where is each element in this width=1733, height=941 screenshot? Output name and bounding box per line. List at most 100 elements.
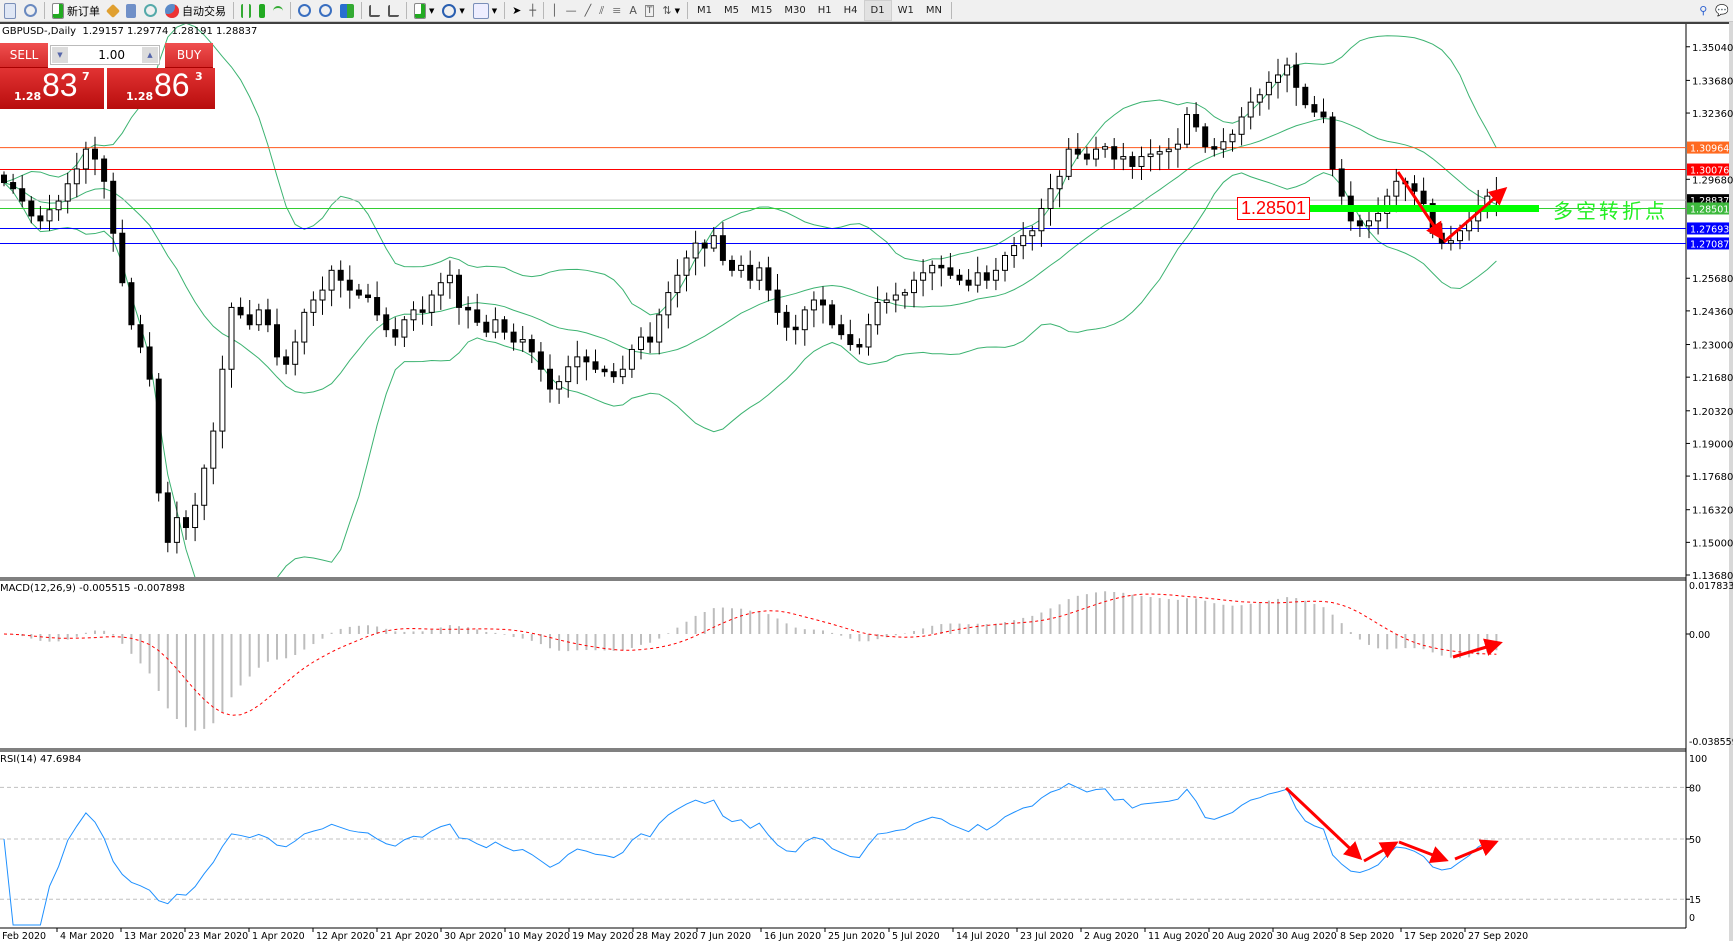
timeframe-mn[interactable]: MN	[925, 5, 942, 16]
candle	[947, 253, 954, 279]
timeframe-h1[interactable]: H1	[817, 5, 832, 16]
bear-candle-body	[28, 200, 35, 217]
horizontal-line-button[interactable]: —	[562, 1, 581, 20]
candle	[920, 259, 927, 297]
bear-candle-body	[37, 215, 44, 222]
trendline-button[interactable]: ╱	[581, 1, 596, 20]
bull-candle-body	[328, 269, 335, 291]
lot-increase-button[interactable]: ▲	[142, 47, 158, 63]
fibonacci-button[interactable]: ≡	[608, 1, 625, 20]
down-arrow-rsi-2[interactable]	[1398, 840, 1449, 864]
text-button[interactable]: A	[625, 1, 641, 20]
bear-candle-body	[610, 371, 617, 378]
lot-decrease-button[interactable]: ▼	[52, 47, 68, 63]
bull-candle-body	[638, 336, 644, 350]
buy-button[interactable]: BUY	[165, 43, 213, 68]
crosshair-button[interactable]: ┼	[525, 1, 540, 20]
candle	[765, 256, 772, 302]
candle	[1447, 225, 1454, 251]
bear-candle-body	[274, 324, 280, 358]
bar-chart-icon	[241, 3, 251, 18]
price-level-tag-label: 1.27087	[1690, 239, 1729, 250]
auto-scroll-button[interactable]	[365, 1, 384, 20]
timeframe-m1[interactable]: M1	[697, 5, 713, 16]
bull-candle-body	[1138, 156, 1145, 167]
bull-candle-body	[1156, 151, 1163, 155]
community-button[interactable]: 💬	[1711, 1, 1733, 20]
price-tick-label: 1.15000	[1692, 538, 1733, 549]
cursor-button[interactable]: ➤	[508, 1, 525, 20]
bull-candle-body	[1147, 153, 1154, 158]
line-chart-button[interactable]	[269, 1, 287, 20]
bull-candle-body	[1284, 64, 1291, 76]
timeframe-m5[interactable]: M5	[724, 5, 740, 16]
chart-list-button[interactable]	[0, 1, 20, 20]
bear-candle-body	[537, 351, 544, 370]
macd-axis-label: 0.00	[1689, 630, 1710, 641]
down-arrow-price[interactable]	[1396, 171, 1444, 241]
zoom-window-button[interactable]	[20, 1, 41, 20]
lot-size-value: 1.00	[98, 48, 125, 62]
timeframe-h4[interactable]: H4	[843, 5, 858, 16]
bear-candle-body	[783, 311, 790, 328]
timeframe-m30[interactable]: M30	[784, 5, 806, 16]
lot-size-input[interactable]: ▼ 1.00 ▲	[50, 45, 160, 65]
bull-candle-body	[228, 306, 235, 370]
arrows-button[interactable]: ⇅ ▼	[658, 1, 684, 20]
down-arrow-rsi[interactable]	[1284, 786, 1363, 861]
new-order-button[interactable]: 新订单	[48, 1, 104, 20]
sell-price-box[interactable]: 1.28 83 7	[0, 67, 104, 109]
text-label-button[interactable]: T	[641, 1, 659, 20]
zoom-in-icon	[298, 4, 311, 17]
bear-candle-body	[237, 306, 244, 316]
bull-candle-body	[738, 264, 745, 271]
bear-candle-body	[747, 264, 754, 281]
periods-button[interactable]: ▼	[438, 1, 468, 20]
sell-button[interactable]: SELL	[0, 43, 48, 68]
bull-candle-body	[628, 348, 635, 370]
bar-chart-button[interactable]	[237, 1, 255, 20]
tile-windows-button[interactable]	[336, 1, 358, 20]
bull-candle-body	[1238, 116, 1245, 135]
timeframe-w1[interactable]: W1	[897, 5, 914, 16]
date-tick-label: 10 May 2020	[508, 931, 570, 941]
up-arrow-price[interactable]	[1443, 187, 1508, 244]
zoom-out-button[interactable]	[315, 1, 336, 20]
candle	[383, 307, 390, 338]
candle	[201, 464, 208, 521]
pivot-price-label[interactable]: 1.28501	[1237, 197, 1310, 220]
broadcast-button[interactable]	[140, 1, 161, 20]
candle	[1129, 151, 1136, 179]
zoom-in-button[interactable]	[294, 1, 315, 20]
up-arrow-rsi[interactable]	[1363, 841, 1399, 863]
bear-candle-body	[956, 274, 963, 281]
bear-candle-body	[392, 329, 399, 338]
candle	[219, 355, 226, 449]
bull-candle-body	[801, 309, 808, 331]
up-arrow-macd[interactable]	[1452, 638, 1503, 659]
signals-button[interactable]	[122, 1, 140, 20]
vertical-line-button[interactable]: │	[547, 1, 562, 20]
equidistant-channel-button[interactable]: ⫽	[595, 1, 608, 20]
price-level-tag	[1687, 202, 1729, 215]
timeframe-m15[interactable]: M15	[751, 5, 773, 16]
buy-price-box[interactable]: 1.28 86 3	[107, 67, 215, 109]
bear-candle-body	[547, 368, 553, 390]
market-watch-button[interactable]	[104, 1, 122, 20]
toolbar-divider	[950, 2, 952, 19]
templates-button[interactable]: ▼	[469, 1, 501, 20]
toolbar-divider	[44, 2, 45, 19]
bull-candle-body	[1056, 175, 1063, 190]
search-button[interactable]: ⚲	[1695, 1, 1711, 20]
indicators-button[interactable]: ▼	[410, 1, 438, 20]
price-tick-label: 1.17680	[1692, 472, 1733, 483]
candle	[556, 375, 563, 404]
pivot-text-label[interactable]: 多空转折点	[1553, 199, 1668, 223]
auto-trading-button[interactable]: 自动交易	[161, 1, 230, 20]
chart-shift-button[interactable]	[384, 1, 403, 20]
candlestick-button[interactable]	[255, 1, 269, 20]
timeframe-d1[interactable]: D1	[863, 0, 892, 21]
up-arrow-rsi-2[interactable]	[1454, 839, 1499, 861]
bear-candle-body	[246, 314, 253, 326]
